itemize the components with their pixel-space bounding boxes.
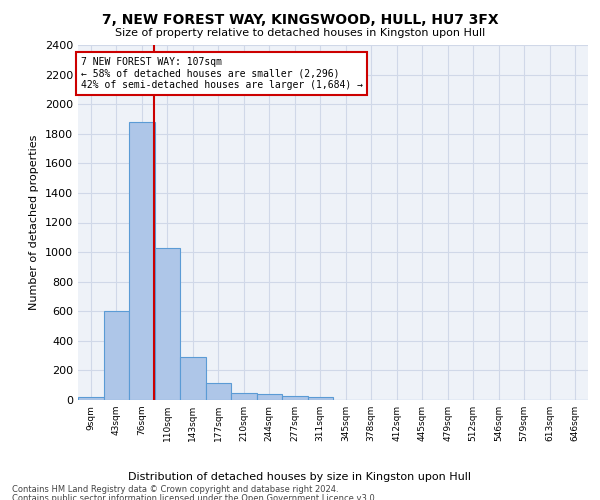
Text: Contains public sector information licensed under the Open Government Licence v3: Contains public sector information licen… [12,494,377,500]
Bar [78,397,104,400]
Text: 7, NEW FOREST WAY, KINGSWOOD, HULL, HU7 3FX: 7, NEW FOREST WAY, KINGSWOOD, HULL, HU7 … [101,12,499,26]
Bar [257,394,282,400]
Bar [282,396,308,400]
Bar [180,357,205,400]
Bar [104,311,129,400]
Bar [205,383,231,400]
Text: 7 NEW FOREST WAY: 107sqm
← 58% of detached houses are smaller (2,296)
42% of sem: 7 NEW FOREST WAY: 107sqm ← 58% of detach… [80,57,362,90]
Bar [308,398,333,400]
Bar [155,248,180,400]
Bar [129,122,155,400]
Text: Contains HM Land Registry data © Crown copyright and database right 2024.: Contains HM Land Registry data © Crown c… [12,485,338,494]
Y-axis label: Number of detached properties: Number of detached properties [29,135,40,310]
Bar [231,393,257,400]
Text: Distribution of detached houses by size in Kingston upon Hull: Distribution of detached houses by size … [128,472,472,482]
Text: Size of property relative to detached houses in Kingston upon Hull: Size of property relative to detached ho… [115,28,485,38]
